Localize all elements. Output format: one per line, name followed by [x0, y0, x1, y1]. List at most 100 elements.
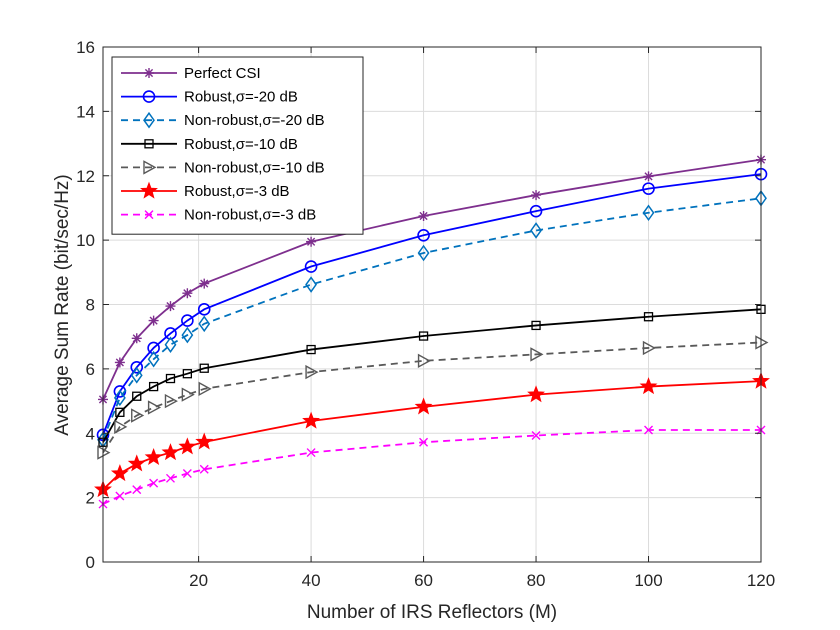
- data-point: [143, 160, 157, 175]
- data-point: [132, 391, 142, 401]
- legend-item: Non-robust,σ=-10 dB: [121, 159, 325, 176]
- data-point: [417, 353, 432, 369]
- data-point: [181, 326, 194, 344]
- data-point: [144, 139, 154, 149]
- data-point: [643, 171, 654, 182]
- data-point: [305, 364, 319, 380]
- legend-label: Non-robust,σ=-20 dB: [184, 112, 325, 129]
- y-tick-label: 2: [86, 489, 95, 508]
- y-tick-label: 10: [76, 231, 95, 250]
- data-point: [531, 190, 542, 201]
- x-axis-label: Number of IRS Reflectors (M): [307, 602, 557, 623]
- legend-label: Perfect CSI: [184, 65, 261, 82]
- data-point: [531, 431, 541, 440]
- data-point: [114, 419, 128, 434]
- series-2: [97, 189, 767, 448]
- data-point: [644, 425, 654, 435]
- data-point: [529, 204, 543, 218]
- y-tick-label: 4: [86, 424, 95, 443]
- data-point: [198, 315, 211, 333]
- data-point: [642, 204, 655, 222]
- legend-item: Perfect CSI: [121, 65, 261, 82]
- series-3: [98, 304, 766, 447]
- series-line: [102, 341, 762, 454]
- data-point: [306, 448, 316, 458]
- data-point: [114, 357, 125, 368]
- data-point: [642, 182, 655, 195]
- data-point: [140, 181, 158, 199]
- data-point: [181, 387, 195, 402]
- series-line: [102, 308, 762, 443]
- data-point: [142, 90, 156, 103]
- x-tick-label: 60: [414, 571, 433, 590]
- data-point: [419, 437, 429, 447]
- data-point: [199, 464, 209, 474]
- data-point: [144, 210, 154, 220]
- data-point: [642, 340, 656, 356]
- series-layer: [94, 154, 770, 509]
- legend-item: Robust,σ=-10 dB: [121, 136, 298, 153]
- data-point: [147, 400, 162, 415]
- legend-label: Robust,σ=-10 dB: [184, 136, 298, 153]
- data-point: [530, 347, 544, 362]
- y-tick-label: 16: [76, 38, 95, 57]
- data-point: [110, 464, 129, 482]
- data-point: [199, 363, 209, 373]
- legend-item: Robust,σ=-20 dB: [121, 89, 298, 106]
- data-point: [164, 393, 178, 409]
- x-tick-label: 120: [747, 571, 775, 590]
- data-point: [305, 276, 318, 293]
- x-tick-label: 40: [302, 571, 321, 590]
- y-tick-label: 0: [86, 553, 95, 572]
- x-tick-label: 100: [634, 571, 662, 590]
- grid-lines: [103, 47, 762, 562]
- data-point: [127, 454, 146, 472]
- data-point: [182, 369, 193, 379]
- data-point: [302, 411, 321, 429]
- data-point: [182, 468, 192, 478]
- data-point: [132, 485, 142, 495]
- legend-item: Robust,σ=-3 dB: [121, 181, 290, 200]
- data-point: [417, 228, 430, 242]
- data-point: [161, 443, 180, 461]
- series-line: [102, 158, 762, 400]
- y-axis-label: Average Sum Rate (bit/sec/Hz): [52, 174, 73, 436]
- legend-label: Non-robust,σ=-10 dB: [184, 159, 325, 176]
- data-point: [164, 336, 177, 354]
- data-point: [143, 111, 155, 129]
- y-tick-label: 6: [86, 360, 95, 379]
- data-point: [131, 408, 145, 423]
- data-point: [639, 377, 658, 395]
- data-point: [148, 315, 159, 326]
- data-point: [130, 367, 143, 384]
- data-point: [182, 288, 193, 299]
- data-point: [417, 244, 430, 262]
- data-point: [527, 385, 545, 403]
- y-tick-label: 12: [76, 167, 95, 186]
- data-point: [418, 331, 429, 341]
- data-point: [306, 344, 316, 355]
- data-point: [643, 312, 654, 322]
- legend: Perfect CSI Robust,σ=-20 dB Non-robust,σ=-…: [111, 56, 364, 235]
- series-line: [102, 197, 762, 441]
- data-point: [306, 236, 317, 247]
- data-point: [144, 68, 154, 78]
- data-point: [418, 210, 429, 221]
- legend-label: Non-robust,σ=-3 dB: [184, 207, 316, 224]
- data-point: [165, 373, 176, 384]
- data-point: [178, 437, 197, 455]
- data-point: [131, 333, 142, 344]
- y-tick-label: 8: [86, 296, 95, 315]
- data-point: [113, 389, 126, 407]
- legend-item: Non-robust,σ=-20 dB: [121, 111, 325, 129]
- x-tick-label: 20: [189, 571, 208, 590]
- data-point: [115, 407, 125, 417]
- x-tick-label: 80: [527, 571, 546, 590]
- data-point: [181, 314, 194, 327]
- data-point: [199, 278, 210, 289]
- legend-box: [111, 56, 364, 235]
- series-6: [98, 425, 766, 509]
- axis-ticks: 20 40 60 80 100 120 0 2 4 6 8 10 12 14 16: [76, 38, 775, 590]
- data-point: [304, 260, 318, 273]
